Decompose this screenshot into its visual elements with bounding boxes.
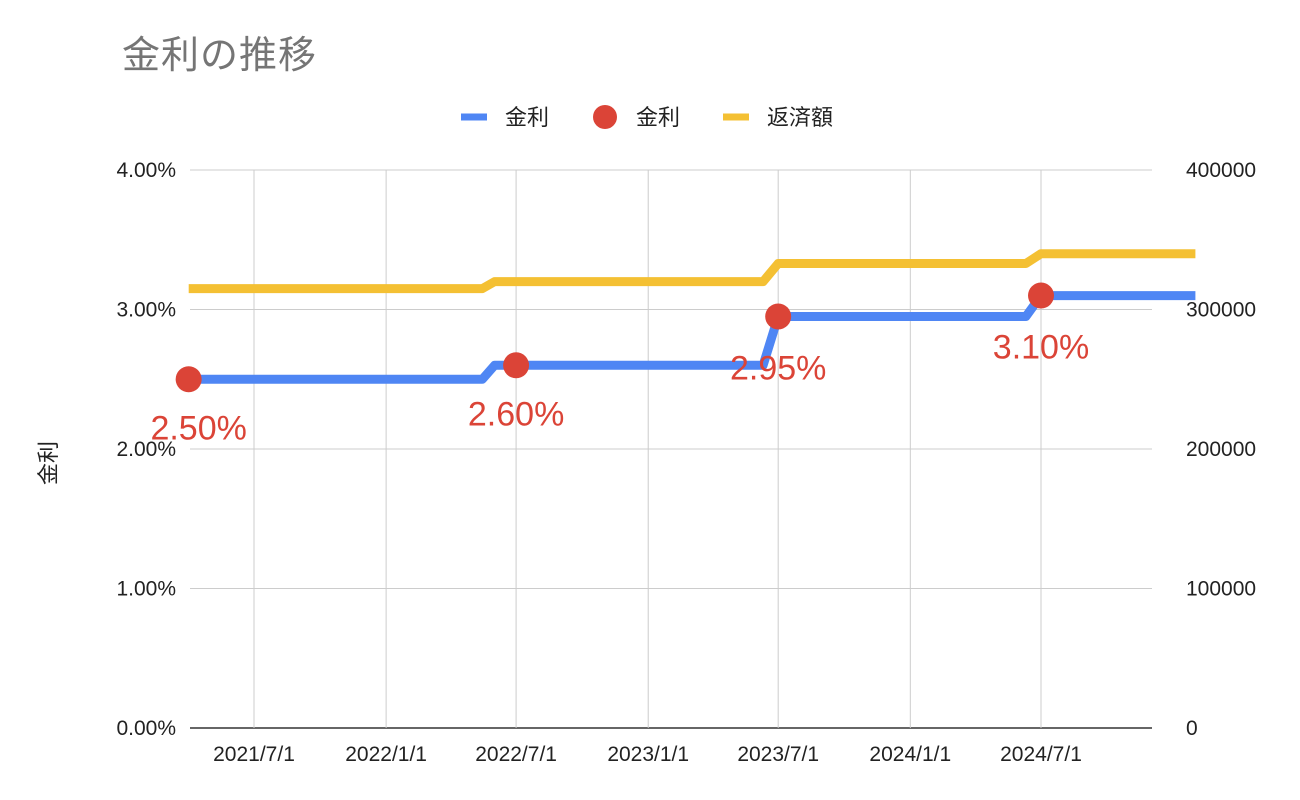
rate-data-label: 2.95% [730,349,826,387]
y-left-tick-label: 1.00% [116,578,176,601]
chart-title: 金利の推移 [122,33,318,77]
rate-data-label: 3.10% [993,329,1089,367]
x-tick-label: 2021/7/1 [213,743,295,766]
x-tick-label: 2022/1/1 [345,743,427,766]
y-left-tick-label: 0.00% [116,717,176,740]
legend-label: 金利 [505,106,549,131]
y-right-tick-label: 0 [1186,717,1198,740]
y-left-tick-label: 4.00% [116,159,176,182]
x-tick-label: 2024/7/1 [1000,743,1082,766]
x-tick-label: 2023/7/1 [737,743,819,766]
y-left-tick-label: 3.00% [116,299,176,322]
y-right-tick-label: 200000 [1186,438,1256,461]
rate-point [765,303,792,330]
x-tick-label: 2023/1/1 [607,743,689,766]
y-right-tick-label: 100000 [1186,578,1256,601]
y-axis-title: 金利 [37,441,62,485]
axis-layer: 0.00% 0 1.00% 100000 2.00% 200000 3.00% 300000 4… [37,159,1256,766]
rate-data-label: 2.60% [468,395,564,433]
legend-swatch [593,105,617,129]
rate-data-label: 2.50% [150,409,246,447]
rate-point [175,366,202,393]
series-line-repayment [188,249,1196,294]
series-layer [175,249,1196,393]
legend-label: 返済額 [767,106,833,131]
data-label-layer: 2.50% 2.60% 2.95% 3.10% [150,329,1089,448]
grid-layer [190,169,1152,729]
y-right-tick-label: 400000 [1186,159,1256,182]
x-tick-label: 2022/7/1 [475,743,557,766]
rate-point [503,352,530,379]
y-right-tick-label: 300000 [1186,299,1256,322]
legend-label: 金利 [636,106,680,131]
legend: 金利 金利 返済額 [461,105,833,131]
x-tick-label: 2024/1/1 [869,743,951,766]
y-left-tick-label: 2.00% [116,438,176,461]
rate-point [1028,282,1054,309]
